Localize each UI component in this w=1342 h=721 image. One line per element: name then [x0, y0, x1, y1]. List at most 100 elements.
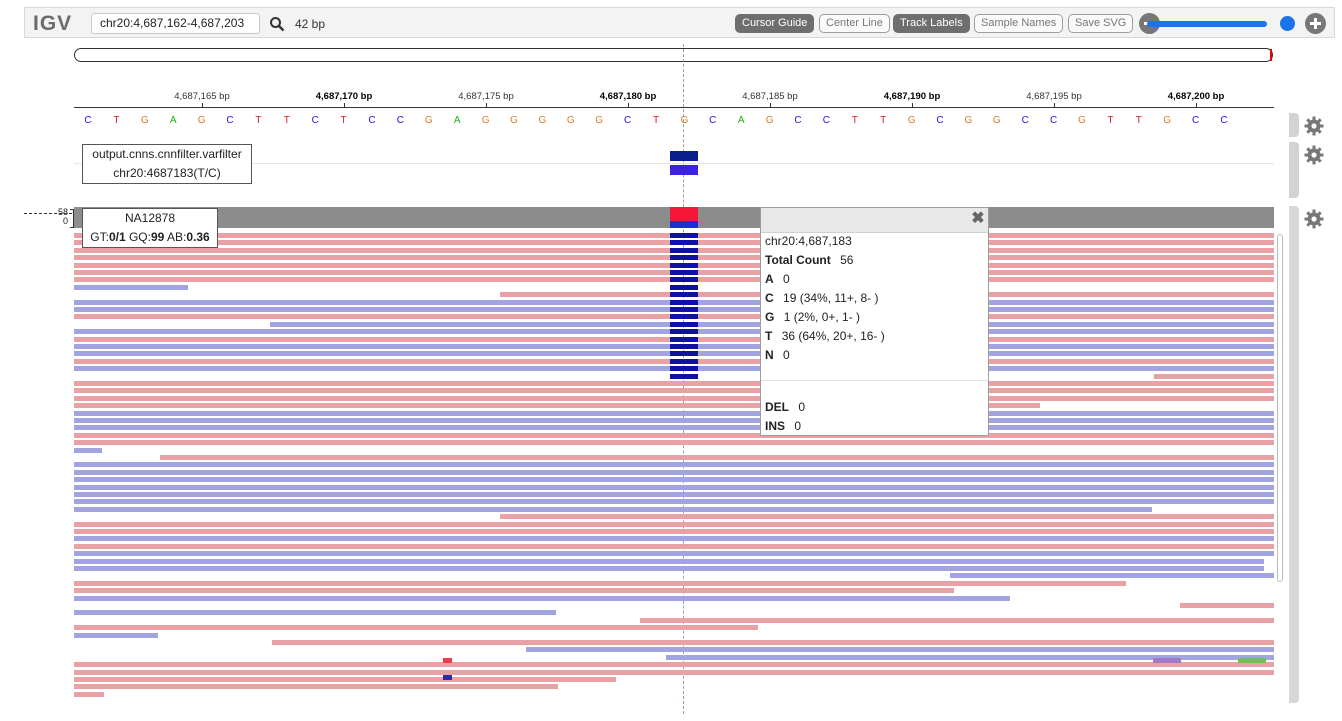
mismatch-base[interactable]	[670, 240, 698, 246]
alignment-read[interactable]	[74, 447, 102, 453]
alignment-read[interactable]	[74, 388, 1274, 394]
mismatch-base[interactable]	[670, 284, 698, 290]
mismatch-base[interactable]	[670, 358, 698, 364]
alignment-read[interactable]	[74, 625, 758, 631]
variant-call[interactable]	[670, 151, 698, 161]
mismatch-base[interactable]	[670, 329, 698, 335]
mismatch-base[interactable]	[670, 373, 698, 379]
locus-search-input[interactable]: chr20:4,687,162-4,687,203	[91, 13, 260, 34]
alignment-read[interactable]	[74, 662, 1274, 668]
alignment-read[interactable]	[640, 617, 1274, 623]
center-line-button[interactable]: Center Line	[819, 14, 890, 33]
coverage-popup[interactable]: ✖ chr20:4,687,183 Total Count 56 A 0 C 1…	[760, 207, 989, 436]
mismatch-base[interactable]	[670, 336, 698, 342]
sequence-base: G	[595, 115, 604, 126]
alignment-read[interactable]	[1154, 373, 1274, 379]
alignment-read[interactable]	[74, 425, 1274, 431]
save-svg-button[interactable]: Save SVG	[1068, 14, 1134, 33]
alignment-read[interactable]	[74, 684, 558, 690]
mismatch-base[interactable]	[670, 307, 698, 312]
sequence-base: A	[453, 115, 461, 126]
ruler-tick-label: 4,687,170 bp	[315, 91, 373, 102]
alignment-read[interactable]	[74, 551, 1274, 557]
variant-genotype[interactable]	[670, 165, 698, 175]
alignment-read[interactable]	[74, 691, 104, 697]
alignment-read[interactable]	[74, 284, 188, 290]
alignment-read[interactable]	[74, 566, 1264, 571]
zoom-in-icon[interactable]	[1305, 13, 1326, 34]
gear-icon[interactable]	[1304, 116, 1324, 136]
alignment-read[interactable]	[74, 418, 1274, 423]
popup-header[interactable]: ✖	[761, 208, 988, 233]
alignment-read[interactable]	[950, 573, 1274, 579]
sample-names-button[interactable]: Sample Names	[974, 14, 1064, 33]
alignment-read[interactable]	[74, 492, 1274, 497]
mismatch-base[interactable]	[443, 658, 452, 663]
mismatch-base[interactable]	[1238, 658, 1266, 663]
coverage-mismatch-c[interactable]	[670, 221, 698, 228]
alignment-read[interactable]	[74, 677, 616, 682]
alignment-read[interactable]	[74, 521, 1274, 527]
alignment-read[interactable]	[74, 469, 1274, 475]
alignment-read[interactable]	[74, 462, 1274, 468]
mismatch-base[interactable]	[670, 299, 698, 305]
mismatch-base[interactable]	[670, 277, 698, 283]
alignment-read[interactable]	[526, 647, 1274, 653]
alignment-read[interactable]	[74, 632, 158, 638]
coverage-mismatch-t[interactable]	[670, 207, 698, 221]
alignment-read[interactable]	[74, 543, 1274, 549]
sequence-base: T	[255, 115, 262, 126]
alignment-read[interactable]	[74, 477, 1274, 483]
close-icon[interactable]: ✖	[971, 210, 985, 227]
alignment-read[interactable]	[74, 529, 1274, 534]
search-icon[interactable]	[269, 16, 285, 32]
alignment-read[interactable]	[74, 669, 1274, 675]
mismatch-base[interactable]	[670, 270, 698, 275]
alignment-track-rail[interactable]	[1289, 206, 1299, 703]
coverage-track[interactable]	[74, 207, 1274, 228]
position-ruler[interactable]: 4,687,165 bp 4,687,170 bp 4,687,175 bp 4,68…	[74, 86, 1274, 108]
mismatch-base[interactable]	[670, 321, 698, 327]
alignment-scrollbar[interactable]	[1277, 234, 1283, 582]
cursor-guide-line	[683, 44, 684, 714]
alignment-read[interactable]	[160, 455, 1274, 460]
alignment-read[interactable]	[74, 580, 1126, 586]
gear-icon[interactable]	[1304, 145, 1324, 165]
mismatch-base[interactable]	[670, 233, 698, 238]
alignment-read[interactable]	[74, 381, 1274, 386]
mismatch-base[interactable]	[670, 344, 698, 349]
zoom-slider-thumb[interactable]	[1280, 16, 1295, 31]
alignment-read[interactable]	[74, 506, 1152, 512]
alignment-read[interactable]	[74, 595, 1010, 601]
mismatch-base[interactable]	[670, 247, 698, 253]
alignment-read[interactable]	[272, 640, 1274, 645]
mismatch-base[interactable]	[670, 255, 698, 261]
alignment-read[interactable]	[500, 514, 1274, 520]
alignment-read[interactable]	[74, 410, 1274, 416]
alignment-read[interactable]	[74, 440, 1274, 446]
mismatch-base[interactable]	[1153, 658, 1181, 663]
alignment-reads[interactable]	[74, 233, 1274, 703]
gear-icon[interactable]	[1304, 209, 1324, 229]
mismatch-base[interactable]	[670, 292, 698, 298]
alignment-read[interactable]	[74, 536, 1274, 542]
alignment-read[interactable]	[74, 610, 556, 616]
mismatch-base[interactable]	[670, 351, 698, 357]
alignment-read[interactable]	[74, 484, 1274, 490]
alignment-read[interactable]	[666, 654, 1274, 660]
alignment-read[interactable]	[74, 403, 1040, 409]
alignment-read[interactable]	[1180, 603, 1274, 608]
chromosome-ideogram[interactable]	[74, 48, 1273, 62]
track-labels-button[interactable]: Track Labels	[893, 14, 970, 33]
mismatch-base[interactable]	[670, 262, 698, 268]
mismatch-base[interactable]	[670, 366, 698, 372]
alignment-read[interactable]	[74, 499, 1274, 505]
alignment-read[interactable]	[74, 432, 1274, 438]
cursor-guide-button[interactable]: Cursor Guide	[735, 14, 815, 33]
alignment-read[interactable]	[74, 558, 1264, 564]
mismatch-base[interactable]	[670, 314, 698, 320]
alignment-read[interactable]	[74, 588, 954, 594]
zoom-slider[interactable]	[1147, 21, 1267, 27]
mismatch-base[interactable]	[443, 675, 452, 680]
alignment-read[interactable]	[74, 395, 1274, 401]
